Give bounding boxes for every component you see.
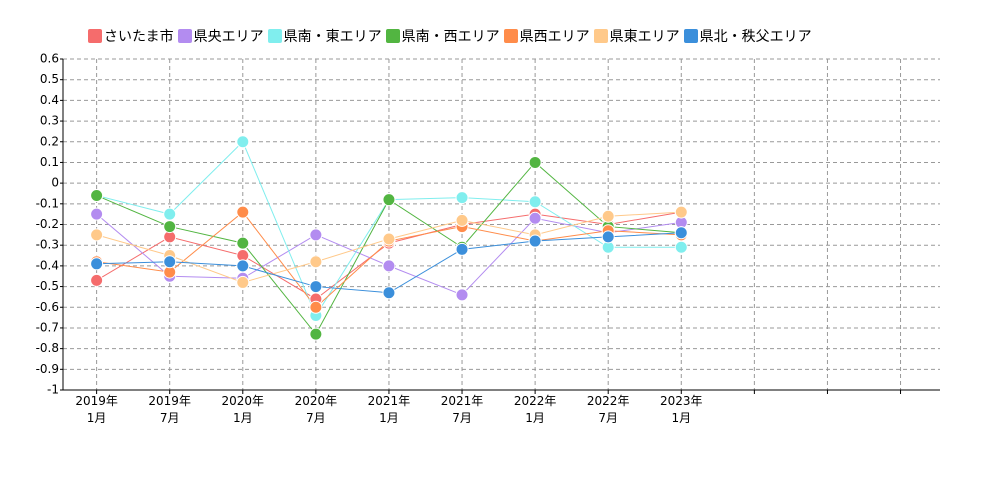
x-tick-label: 2021年 1月 bbox=[367, 394, 411, 425]
legend-swatch bbox=[177, 29, 192, 43]
legend-item: 県北・秩父エリア bbox=[683, 26, 812, 46]
point bbox=[601, 209, 615, 223]
point bbox=[674, 226, 688, 240]
x-tick-label: 2019年 1月 bbox=[75, 394, 118, 425]
point bbox=[455, 191, 469, 205]
legend-label: 県南・東エリア bbox=[283, 29, 382, 45]
series-line bbox=[96, 213, 682, 296]
point bbox=[528, 234, 542, 248]
point bbox=[382, 232, 396, 246]
point bbox=[455, 213, 469, 227]
y-tick-label: -0.8 bbox=[36, 341, 59, 355]
legend-label: 県西エリア bbox=[519, 29, 590, 45]
legend-item: 県西エリア bbox=[503, 26, 590, 46]
y-tick-label: -0.5 bbox=[36, 279, 59, 293]
y-tick-label: 0 bbox=[51, 176, 59, 190]
legend-label: 県北・秩父エリア bbox=[699, 29, 812, 45]
legend-label: 県東エリア bbox=[609, 29, 680, 45]
point bbox=[382, 259, 396, 273]
legend-swatch bbox=[503, 29, 518, 43]
point bbox=[309, 280, 323, 294]
point bbox=[528, 195, 542, 209]
y-tick-label: 0.4 bbox=[40, 93, 59, 107]
point bbox=[528, 155, 542, 169]
point bbox=[236, 275, 250, 289]
x-tick-label: 2020年 7月 bbox=[294, 394, 338, 425]
y-tick-label: 0.5 bbox=[40, 72, 59, 86]
legend-swatch bbox=[385, 29, 400, 43]
point bbox=[674, 205, 688, 219]
point bbox=[309, 327, 323, 341]
legend-swatch bbox=[88, 29, 102, 43]
point bbox=[601, 230, 615, 244]
y-tick-label: -0.4 bbox=[36, 258, 59, 272]
point bbox=[90, 189, 104, 203]
point bbox=[90, 257, 104, 271]
legend-label: 県南・西エリア bbox=[401, 29, 500, 45]
point bbox=[309, 228, 323, 242]
x-tick-label: 2022年 7月 bbox=[586, 394, 630, 425]
x-tick-label: 2019年 7月 bbox=[148, 394, 191, 425]
legend-swatch bbox=[593, 29, 608, 43]
legend-swatch bbox=[267, 29, 282, 43]
legend-swatch bbox=[683, 29, 698, 43]
y-tick-label: 0.6 bbox=[40, 52, 59, 66]
x-tick-label: 2021年 7月 bbox=[440, 394, 484, 425]
y-tick-label: -0.9 bbox=[36, 362, 59, 376]
point bbox=[674, 240, 688, 254]
legend-label: 県央エリア bbox=[193, 29, 264, 45]
point bbox=[90, 273, 104, 287]
legend-item: 県南・西エリア bbox=[385, 26, 500, 46]
point bbox=[163, 207, 177, 221]
legend-item: 県南・東エリア bbox=[267, 26, 382, 46]
y-tick-label: 0.3 bbox=[40, 114, 59, 128]
legend: さいたま市 県央エリア 県南・東エリア 県南・西エリア 県西エリア 県東エリア 県北・秩父エ… bbox=[88, 26, 816, 46]
y-tick-label: -0.6 bbox=[36, 300, 59, 314]
point bbox=[455, 242, 469, 256]
point bbox=[236, 259, 250, 273]
x-tick-label: 2023年 1月 bbox=[660, 394, 703, 425]
y-tick-label: -1 bbox=[47, 383, 59, 397]
legend-item: 県央エリア bbox=[177, 26, 264, 46]
y-tick-label: 0.2 bbox=[40, 134, 59, 148]
point bbox=[455, 288, 469, 302]
x-tick-label: 2022年 1月 bbox=[513, 394, 557, 425]
point bbox=[236, 205, 250, 219]
point bbox=[309, 255, 323, 269]
point bbox=[236, 236, 250, 250]
point bbox=[90, 228, 104, 242]
point bbox=[90, 207, 104, 221]
point bbox=[382, 193, 396, 207]
legend-item: 県東エリア bbox=[593, 26, 680, 46]
y-tick-label: -0.1 bbox=[36, 196, 59, 210]
point bbox=[528, 211, 542, 225]
y-tick-label: -0.2 bbox=[36, 217, 59, 231]
legend-label: さいたま市 bbox=[104, 29, 174, 45]
point bbox=[163, 220, 177, 234]
point bbox=[382, 286, 396, 300]
point bbox=[163, 255, 177, 269]
y-tick-label: -0.7 bbox=[36, 320, 59, 334]
y-tick-label: 0.1 bbox=[40, 155, 59, 169]
point bbox=[236, 135, 250, 149]
legend-item: さいたま市 bbox=[88, 26, 174, 46]
y-tick-label: -0.3 bbox=[36, 238, 59, 252]
x-tick-label: 2020年 1月 bbox=[221, 394, 265, 425]
point bbox=[309, 300, 323, 314]
